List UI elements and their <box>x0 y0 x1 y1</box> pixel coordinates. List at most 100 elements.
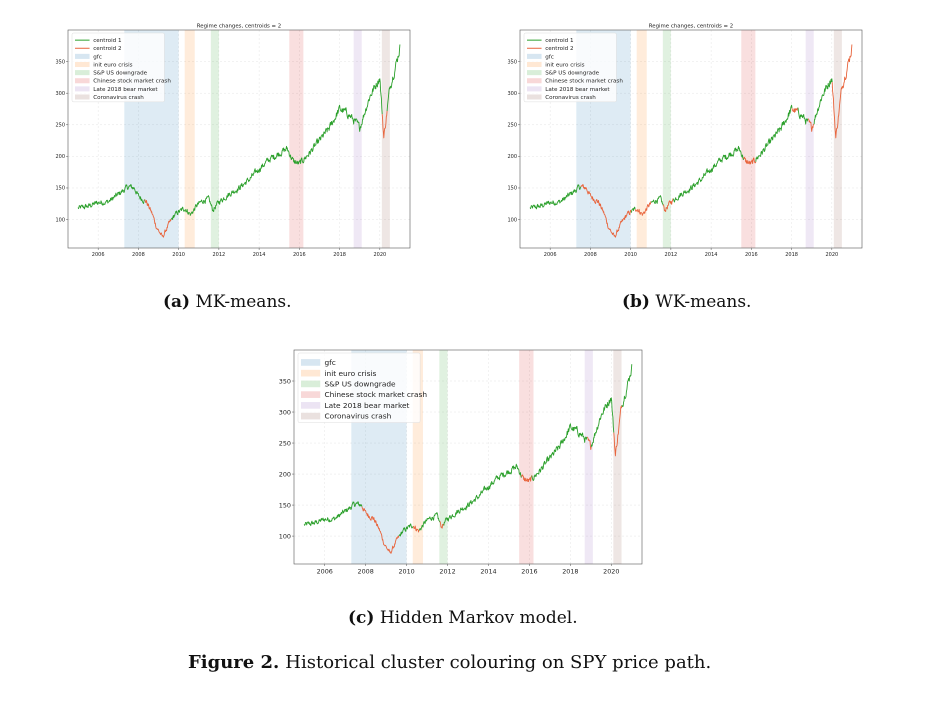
legend: centroid 1 centroid 2 gfc init euro crisis S… <box>523 32 623 103</box>
subcaption-a: (a) MK-means. <box>163 292 292 312</box>
legend-entry-label: Late 2018 bear market <box>545 87 610 93</box>
y-tick-label: 200 <box>507 154 517 160</box>
legend-patch-swatch <box>301 380 321 388</box>
legend-patch-swatch <box>301 391 321 398</box>
legend-entry-label: init euro crisis <box>324 369 376 378</box>
legend-entry-label: centroid 1 <box>545 38 574 44</box>
regime-band <box>741 30 756 248</box>
y-tick-label: 150 <box>55 186 65 192</box>
y-tick-label: 200 <box>279 470 291 478</box>
legend-entry-label: init euro crisis <box>545 62 584 68</box>
regime-band <box>289 30 304 248</box>
centroid-1-segment <box>529 184 582 210</box>
centroid-1-segment <box>672 145 745 203</box>
legend-patch-swatch <box>75 53 90 59</box>
x-tick-label: 2012 <box>213 252 226 258</box>
legend-patch-swatch <box>75 86 90 92</box>
legend-box <box>297 352 421 423</box>
centroid-2-segment <box>807 118 815 132</box>
plot-frame <box>67 29 411 249</box>
centroid-1-segment <box>303 501 363 527</box>
legend-patch-swatch <box>527 94 542 100</box>
regime-band <box>636 30 647 248</box>
legend-entry-label: gfc <box>324 358 335 367</box>
regime-band <box>805 30 814 248</box>
centroid-1-segment <box>630 206 636 213</box>
legend-entry-label: S&P US downgrade <box>545 71 599 77</box>
plot-frame <box>519 29 863 249</box>
legend-entry-label: Late 2018 bear market <box>324 401 409 410</box>
regime-band <box>613 350 622 564</box>
x-tick-label: 2018 <box>785 252 798 258</box>
centroid-1-segment <box>398 523 414 537</box>
legend-entry-label: Chinese stock market crash <box>545 79 623 85</box>
x-tick-label: 2016 <box>293 252 306 258</box>
y-tick-label: 150 <box>279 501 291 509</box>
legend-box <box>71 32 165 103</box>
plot-frame <box>293 349 643 565</box>
legend-entry-label: Chinese stock market crash <box>93 79 171 85</box>
legend-entry-label: centroid 1 <box>93 38 122 44</box>
legend-entry-label: Coronavirus crash <box>93 95 144 101</box>
y-tick-label: 100 <box>55 217 65 223</box>
legend-patch-swatch <box>527 78 542 84</box>
regime-band <box>412 350 423 564</box>
legend-entry-label: centroid 2 <box>93 46 121 52</box>
centroid-1-segment <box>755 104 793 162</box>
centroid-2-segment <box>439 521 445 529</box>
regime-band <box>519 350 534 564</box>
x-tick-label: 2018 <box>333 252 346 258</box>
subcaption-c: (c) Hidden Markov model. <box>348 608 578 628</box>
legend-entry-label: Chinese stock market crash <box>324 390 427 399</box>
centroid-1-segment <box>386 44 401 112</box>
x-tick-label: 2020 <box>825 252 838 258</box>
legend-patch-swatch <box>527 61 542 68</box>
legend-entry-label: Coronavirus crash <box>545 95 596 101</box>
legend-patch-swatch <box>301 402 321 409</box>
legend-entry-label: Coronavirus crash <box>324 412 391 421</box>
x-tick-label: 2012 <box>439 567 455 575</box>
centroid-2-segment <box>662 198 674 212</box>
regime-band <box>833 30 842 248</box>
regime-band <box>584 350 593 564</box>
centroid-1-segment <box>531 423 588 481</box>
x-tick-label: 2014 <box>705 252 718 258</box>
centroid-1-segment <box>650 195 664 206</box>
centroid-2-segment <box>361 506 400 554</box>
legend-entry-label: Late 2018 bear market <box>93 87 158 93</box>
price-lines <box>529 44 853 238</box>
centroid-2-segment <box>381 110 388 139</box>
legend-patch-swatch <box>301 412 321 420</box>
x-tick-label: 2016 <box>521 567 537 575</box>
x-tick-label: 2010 <box>172 252 185 258</box>
tick-labels: 2006 2008 2010 2012 2014 2016 2018 2020 100 150 20… <box>55 59 386 258</box>
x-tick-label: 2016 <box>745 252 758 258</box>
x-tick-label: 2008 <box>584 252 597 258</box>
legend-entry-label: gfc <box>545 54 554 60</box>
x-tick-label: 2006 <box>544 252 557 258</box>
x-tick-label: 2020 <box>373 252 386 258</box>
y-tick-label: 250 <box>55 123 65 129</box>
tick-labels: 2006 2008 2010 2012 2014 2016 2018 2020 100 150 20… <box>279 377 620 575</box>
centroid-2-segment <box>831 44 853 139</box>
centroid-2-segment <box>634 201 652 216</box>
y-tick-label: 100 <box>279 532 291 540</box>
legend-patch-swatch <box>75 70 90 76</box>
centroid-1-segment <box>77 184 146 210</box>
centroid-2-segment <box>791 107 799 113</box>
legend-patch-swatch <box>301 369 321 377</box>
legend-entry-label: centroid 2 <box>545 46 573 52</box>
y-tick-label: 250 <box>279 439 291 447</box>
legend-entry-label: S&P US downgrade <box>324 379 396 388</box>
centroid-1-segment <box>797 107 809 125</box>
x-tick-label: 2006 <box>92 252 105 258</box>
centroid-2-segment <box>743 156 757 165</box>
x-tick-label: 2018 <box>562 567 578 575</box>
legend-entry-label: gfc <box>93 54 102 60</box>
legend-patch-swatch <box>75 94 90 100</box>
centroid-2-segment <box>613 405 623 457</box>
y-tick-label: 200 <box>55 154 65 160</box>
regime-band <box>184 30 195 248</box>
centroid-1-segment <box>170 78 383 220</box>
